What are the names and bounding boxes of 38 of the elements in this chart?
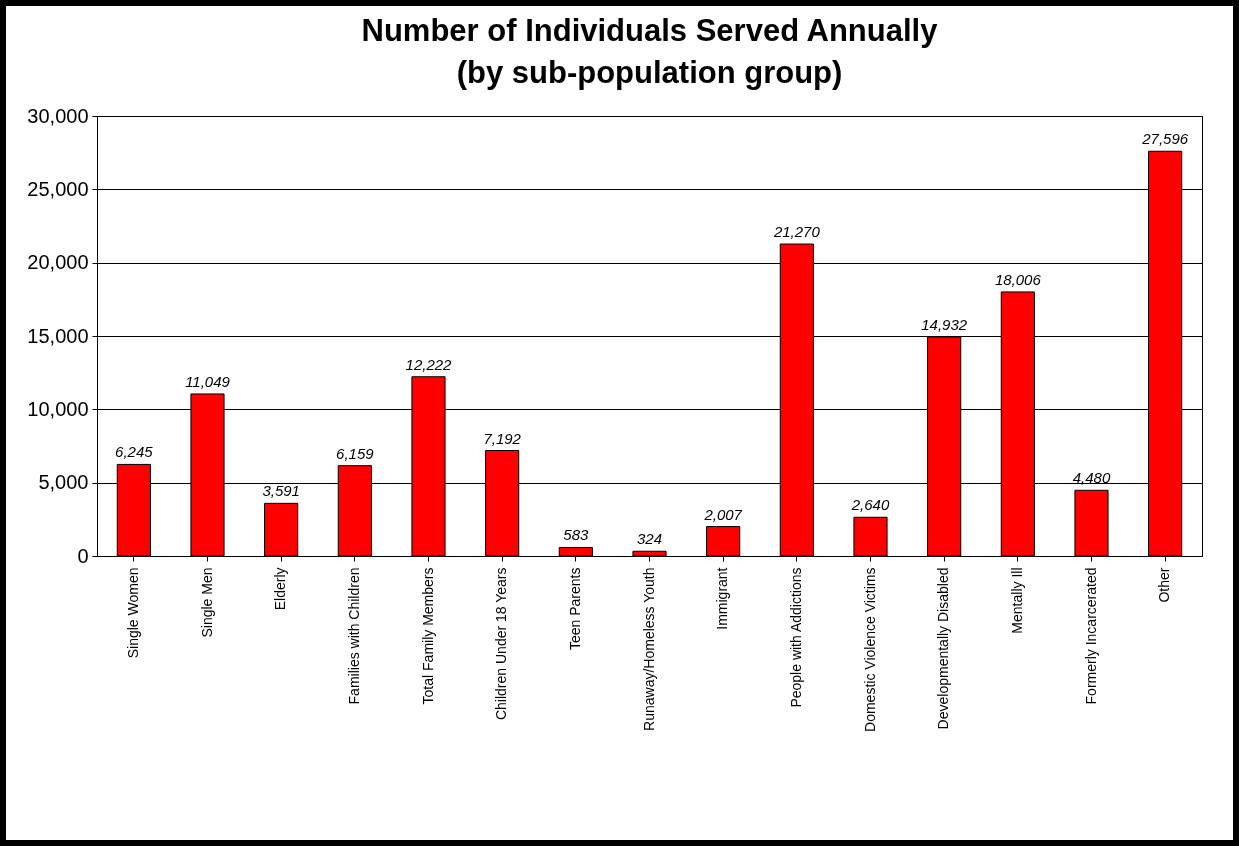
data-label: 6,159: [336, 444, 375, 462]
data-label: 2,007: [703, 505, 743, 523]
x-tick-label: Formerly Incarcerated: [1082, 567, 1099, 705]
x-tick-label: Mentally Ill: [1008, 567, 1025, 634]
x-tick-label: Domestic Violence Victims: [861, 567, 878, 732]
data-label: 12,222: [405, 355, 453, 373]
x-tick-label: Elderly: [272, 567, 289, 611]
data-label: 7,192: [483, 429, 522, 447]
chart-title: Number of Individuals Served Annually (by sub-population group): [361, 13, 939, 90]
data-label: 27,596: [1141, 130, 1189, 148]
data-label: 324: [636, 530, 663, 548]
data-label: 2,640: [850, 496, 890, 514]
data-label: 11,049: [185, 372, 231, 390]
data-label: 21,270: [772, 223, 821, 241]
x-tick-label: Other: [1156, 567, 1173, 603]
x-tick-label: Teen Parents: [566, 567, 583, 650]
x-tick-label: Families with Children: [345, 567, 362, 705]
x-tick-label: Single Women: [124, 567, 141, 659]
y-tick-label: 25,000: [27, 177, 89, 200]
y-tick-label: 20,000: [27, 251, 89, 274]
data-label: 583: [563, 526, 589, 544]
data-label: 6,245: [115, 443, 154, 461]
data-label: 3,591: [262, 482, 300, 500]
data-label: 18,006: [994, 270, 1042, 288]
y-tick-label: 5,000: [38, 471, 89, 494]
y-tick-label: 15,000: [27, 324, 89, 347]
x-tick-label: Developmentally Disabled: [935, 567, 952, 730]
x-tick-label: Immigrant: [714, 567, 731, 630]
x-tick-label: Children Under 18 Years: [493, 567, 510, 721]
x-tick-label: Total Family Members: [419, 567, 436, 705]
x-tick-label: People with Addictions: [787, 567, 804, 708]
y-tick-label: 0: [77, 544, 89, 567]
x-tick-label: Single Men: [198, 567, 215, 638]
x-tick-label: Runaway/Homeless Youth: [640, 567, 657, 731]
y-tick-label: 30,000: [27, 104, 89, 127]
y-tick-label: 10,000: [27, 397, 89, 420]
data-label: 14,932: [921, 316, 968, 333]
data-label: 4,480: [1072, 469, 1111, 487]
